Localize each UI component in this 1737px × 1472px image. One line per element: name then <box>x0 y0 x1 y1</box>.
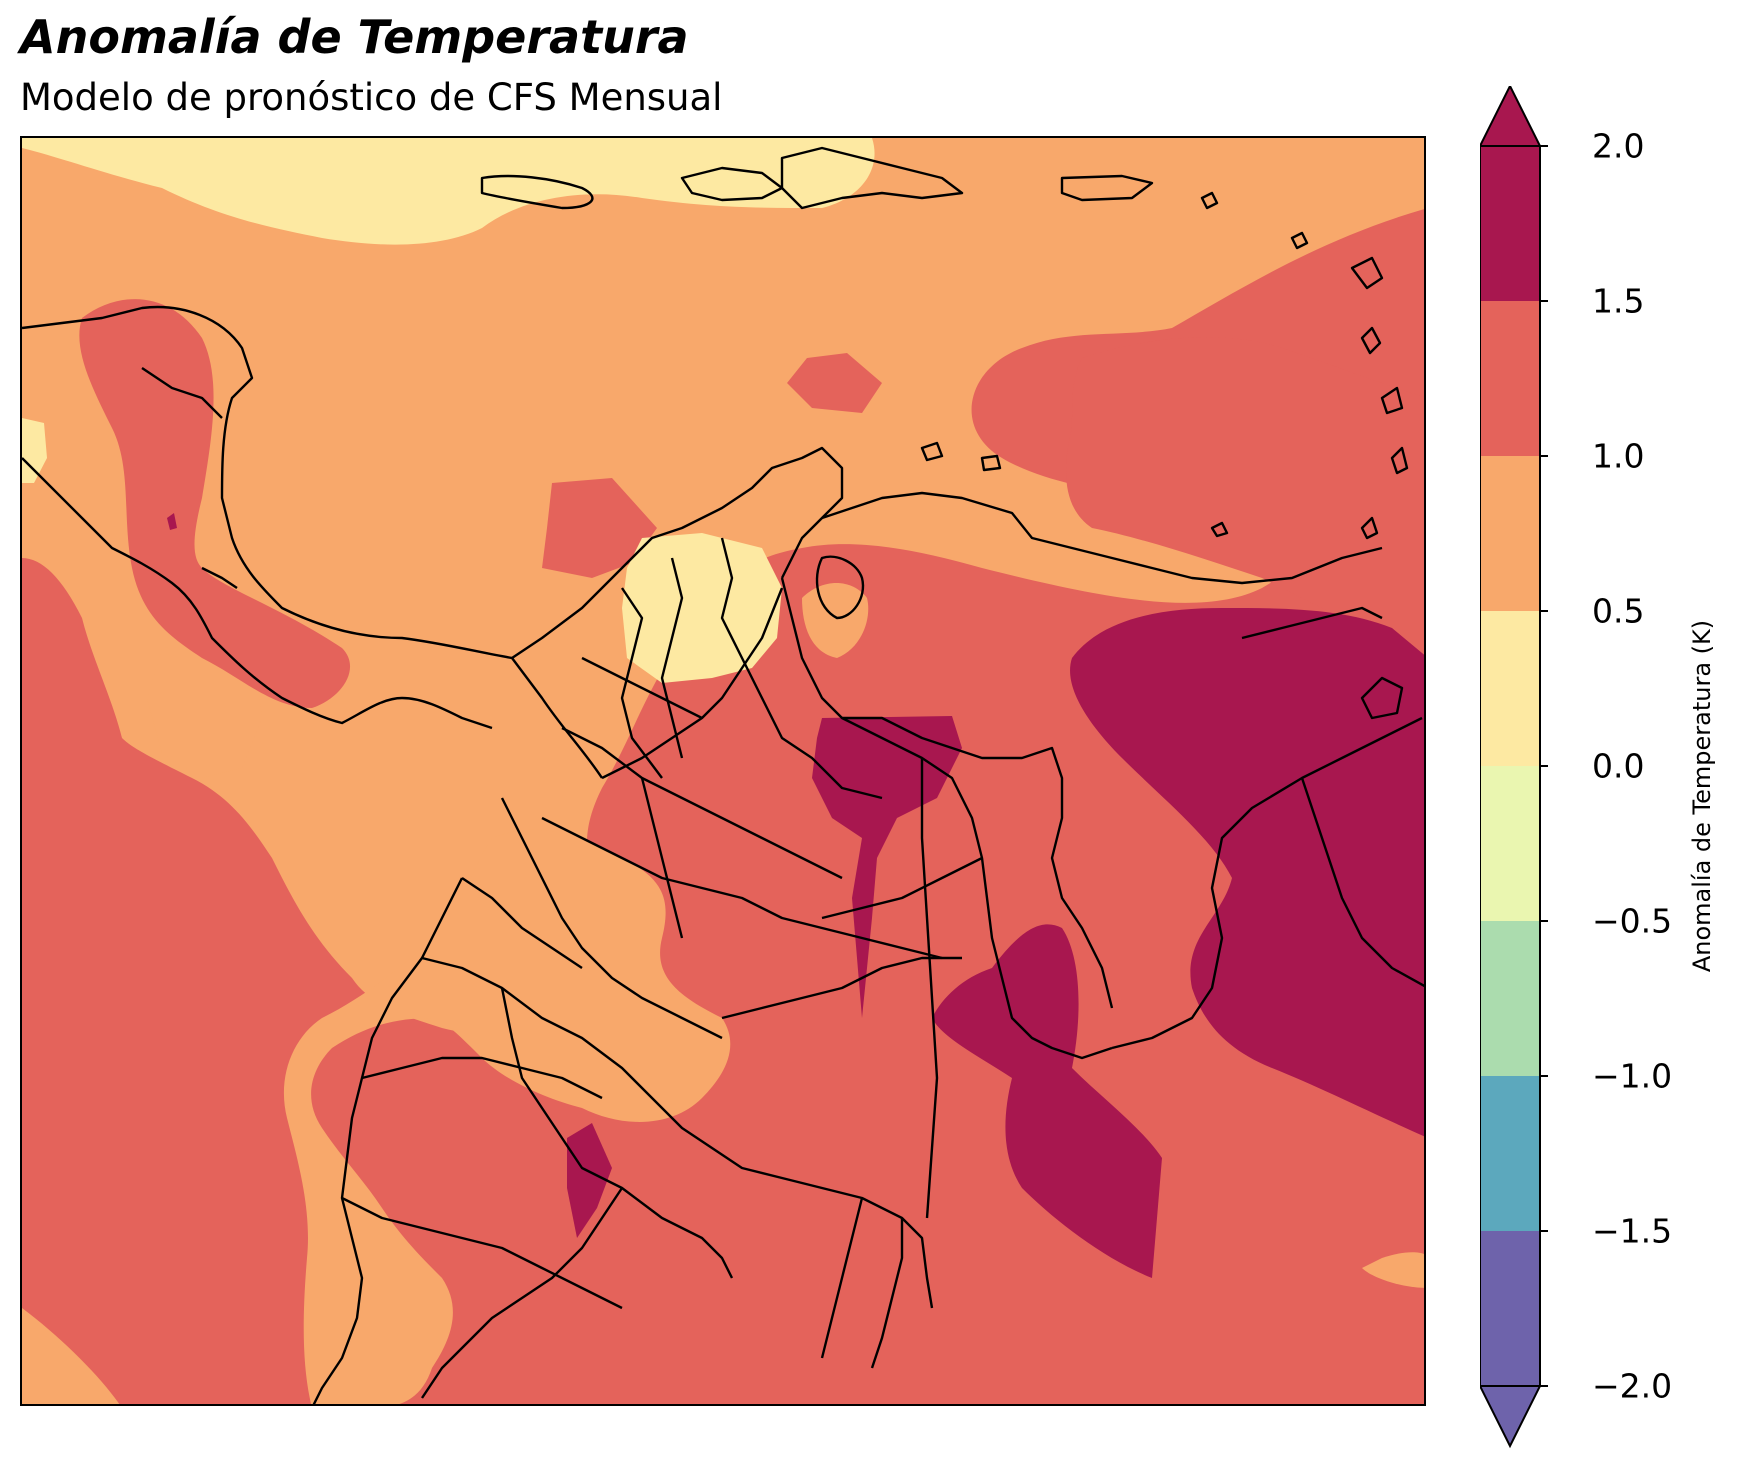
anomaly-zone-yellow-west <box>22 418 47 483</box>
colorbar <box>1478 83 1580 1466</box>
anomaly-zone-red-east <box>1066 337 1424 657</box>
colorbar-tick-label: 1.5 <box>1592 281 1645 321</box>
anomaly-zone-dark-colombia-east <box>812 716 962 1018</box>
colorbar-level-6 <box>1480 921 1540 1076</box>
colorbar-level-3 <box>1480 456 1540 611</box>
anomaly-zone-orange-sw <box>22 1308 120 1404</box>
anomaly-zone-dark-south-small <box>567 1123 612 1238</box>
colorbar-tick-label: −2.0 <box>1592 1366 1673 1406</box>
colorbar-extend-top <box>1478 83 1542 147</box>
colorbar-tick-label: −0.5 <box>1592 901 1673 941</box>
colorbar-tick-label: 2.0 <box>1592 126 1645 166</box>
colorbar-level-4 <box>1480 611 1540 766</box>
colorbar-tick-label: 0.0 <box>1592 746 1645 786</box>
anomaly-zone-orange-south <box>283 829 731 1404</box>
anomaly-zone-dark-west-tiny <box>167 513 177 530</box>
colorbar-tick-label: 0.5 <box>1592 591 1645 631</box>
anomaly-zone-dark-venezuela <box>932 924 1162 1278</box>
chart-subtitle: Modelo de pronóstico de CFS Mensual <box>20 76 723 119</box>
anomaly-zone-dark-east <box>1070 608 1424 1137</box>
country-borders <box>22 146 1424 1404</box>
colorbar-level-5 <box>1480 766 1540 921</box>
colorbar-level-1 <box>1480 146 1540 301</box>
colorbar-extend-bottom <box>1478 1385 1542 1449</box>
anomaly-zone-red-sea-small <box>787 353 882 413</box>
colorbar-label: Anomalía de Temperatura (K) <box>1688 619 1716 973</box>
colorbar-level-8 <box>1480 1231 1540 1386</box>
colorbar-level-7 <box>1480 1076 1540 1231</box>
anomaly-zone-yellow-central <box>622 533 782 683</box>
colorbar-tick-label: −1.5 <box>1592 1211 1673 1251</box>
anomaly-zone-red-sea-mid <box>542 478 657 578</box>
colorbar-level-2 <box>1480 301 1540 456</box>
anomaly-zone-orange-north <box>22 138 1424 1035</box>
anomaly-zone-orange-west <box>147 643 262 778</box>
anomaly-zone-orange-sea <box>802 583 869 658</box>
anomaly-zone-orange-se <box>1362 1252 1424 1288</box>
chart-title: Anomalía de Temperatura <box>20 10 689 64</box>
temperature-anomaly-map <box>20 136 1426 1406</box>
colorbar-tick-label: 1.0 <box>1592 436 1645 476</box>
anomaly-zone-yellow-north <box>22 138 875 245</box>
anomaly-zone-red-central-america <box>79 299 351 708</box>
colorbar-tick-label: −1.0 <box>1592 1056 1673 1096</box>
